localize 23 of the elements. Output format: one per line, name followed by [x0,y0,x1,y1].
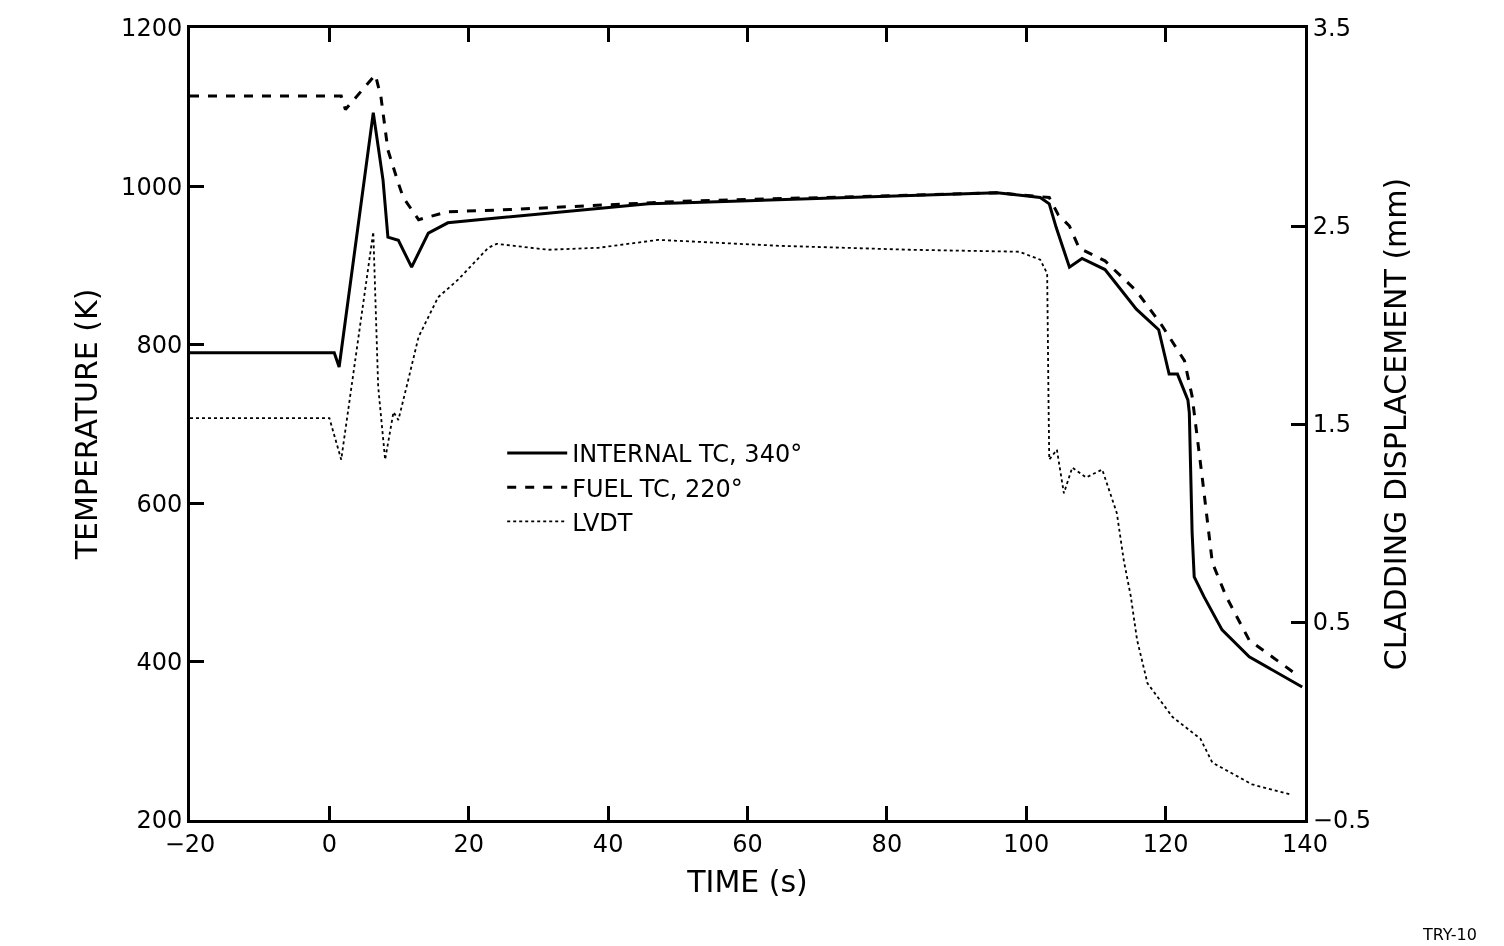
y-tick-label: 600 [136,489,183,518]
x-tick-label: 0 [321,829,338,858]
x-tick-label: 20 [453,829,485,858]
x-tick-label: 120 [1142,829,1189,858]
legend-label: LVDT [572,508,633,537]
y2-axis-title: CLADDING DISPLACEMENT (mm) [1377,177,1413,671]
x-axis-title: TIME (s) [686,864,808,900]
y2-tick-label: 1.5 [1312,410,1351,439]
x-tick-label: 80 [871,829,903,858]
x-tick-label: 100 [1003,829,1050,858]
legend-label: FUEL TC, 220° [572,474,743,503]
y-tick-label: 800 [136,331,183,360]
y2-tick-label: 3.5 [1312,14,1351,43]
y-axis-title: TEMPERATURE (K) [69,288,105,561]
legend-label: INTERNAL TC, 340° [572,440,803,469]
x-tick-label: 40 [592,829,624,858]
y-tick-label: 400 [136,648,183,676]
y2-tick-label: 0.5 [1312,608,1351,637]
x-tick-label: 60 [732,829,763,858]
y-tick-label: 1200 [121,14,183,43]
y-tick-label: 1000 [121,172,183,201]
y2-tick-label: 2.5 [1312,212,1351,241]
text: TRY-10 [1422,925,1477,944]
